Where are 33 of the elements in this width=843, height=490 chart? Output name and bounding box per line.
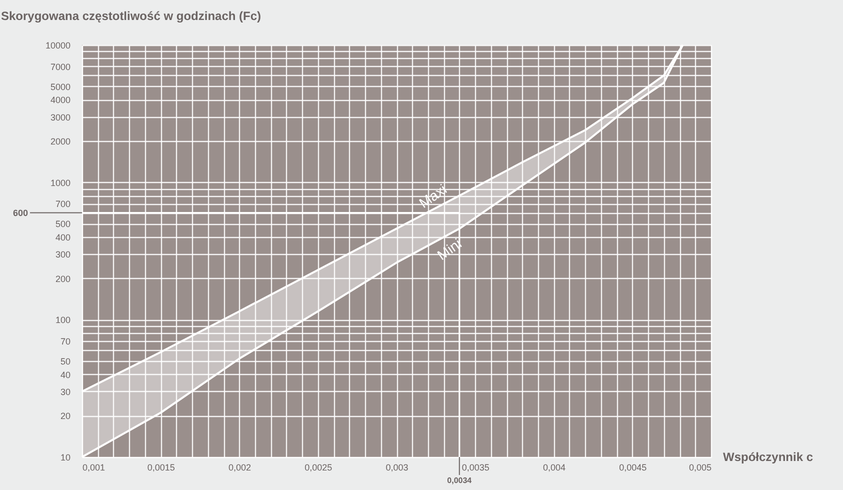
y-tick-label: 2000 [50,136,70,146]
y-tick-label: 50 [60,356,70,367]
y-tick-label: 10000 [45,40,70,50]
x-tick-label: 0,001 [82,462,106,472]
x-tick-label: 0,0045 [619,462,647,472]
y-tick-label: 70 [60,336,70,346]
y-tick-label: 7000 [50,62,70,72]
y-tick-label: 4000 [50,95,70,106]
x-tick-label: 0,0035 [462,462,490,472]
y-tick-label: 500 [55,219,70,230]
y-tick-label: 200 [55,274,70,284]
ref-line-label: 0,0034 [447,476,472,485]
y-tick-label: 300 [55,250,70,260]
ref-line-label: 600 [12,208,28,218]
x-tick-label: 0,0015 [147,462,175,472]
y-tick-label: 100 [55,315,70,326]
x-axis-title: Współczynnik c [723,450,814,464]
x-tick-label: 0,0025 [304,462,332,472]
y-tick-label: 10 [60,452,70,462]
y-tick-label: 30 [60,386,70,397]
text: Mini [434,235,464,264]
y-tick-label: 700 [55,199,70,210]
y-tick-label: 3000 [50,112,70,122]
y-tick-label: 400 [55,232,70,242]
y-tick-label: 40 [60,370,70,380]
x-tick-label: 0,003 [386,462,408,472]
y-tick-label: 20 [60,411,70,422]
x-tick-label: 0,004 [542,462,566,472]
y-tick-label: 1000 [50,178,70,188]
chart-title: Skorygowana częstotliwość w godzinach (Fc) [0,9,262,23]
x-tick-label: 0,005 [688,462,712,472]
y-tick-label: 5000 [50,82,70,92]
x-tick-label: 0,002 [228,462,252,472]
